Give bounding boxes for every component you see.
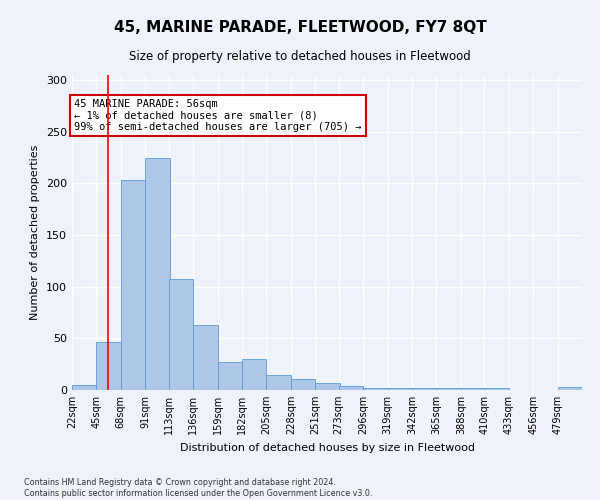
Bar [557, 387, 582, 390]
Text: 45, MARINE PARADE, FLEETWOOD, FY7 8QT: 45, MARINE PARADE, FLEETWOOD, FY7 8QT [113, 20, 487, 35]
Text: Contains HM Land Registry data © Crown copyright and database right 2024.
Contai: Contains HM Land Registry data © Crown c… [24, 478, 373, 498]
Bar [266, 374, 291, 390]
Text: 45 MARINE PARADE: 56sqm
← 1% of detached houses are smaller (8)
99% of semi-deta: 45 MARINE PARADE: 56sqm ← 1% of detached… [74, 99, 362, 132]
Bar [436, 388, 461, 390]
Bar [121, 180, 145, 390]
Bar [316, 383, 340, 390]
Bar [388, 388, 412, 390]
Bar [291, 378, 316, 390]
Bar [72, 385, 97, 390]
Bar [461, 388, 485, 390]
Bar [218, 362, 242, 390]
Bar [484, 388, 509, 390]
Bar [97, 342, 121, 390]
Bar [193, 325, 218, 390]
Bar [145, 158, 170, 390]
Text: Size of property relative to detached houses in Fleetwood: Size of property relative to detached ho… [129, 50, 471, 63]
X-axis label: Distribution of detached houses by size in Fleetwood: Distribution of detached houses by size … [179, 442, 475, 452]
Bar [363, 388, 388, 390]
Bar [169, 280, 193, 390]
Y-axis label: Number of detached properties: Number of detached properties [31, 145, 40, 320]
Bar [412, 388, 436, 390]
Bar [338, 386, 363, 390]
Bar [242, 359, 266, 390]
